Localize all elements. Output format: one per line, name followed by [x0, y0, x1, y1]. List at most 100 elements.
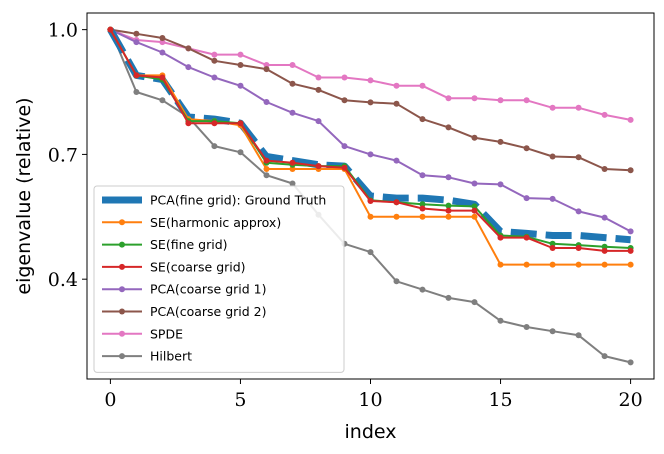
data-point	[185, 45, 192, 52]
data-point	[237, 62, 244, 68]
data-point	[341, 74, 348, 81]
data-point	[289, 166, 296, 172]
series-6	[107, 26, 634, 123]
data-point	[601, 214, 608, 221]
data-point	[575, 154, 582, 161]
series-line	[107, 27, 631, 244]
data-point	[211, 74, 218, 81]
data-point	[159, 35, 166, 41]
legend-marker	[119, 308, 125, 315]
legend-entry: PCA(coarse grid 1)	[102, 282, 266, 297]
data-point	[445, 213, 452, 220]
data-point	[185, 64, 192, 71]
data-point	[627, 359, 634, 366]
data-point	[133, 30, 140, 37]
data-point	[289, 109, 296, 116]
data-point	[133, 39, 140, 46]
data-point	[523, 261, 530, 268]
data-point	[601, 247, 608, 254]
data-point	[497, 261, 504, 268]
data-point	[601, 353, 608, 360]
data-point	[575, 208, 582, 215]
data-point	[523, 195, 530, 202]
data-point	[367, 198, 374, 204]
data-point	[419, 205, 426, 212]
legend-marker	[119, 263, 125, 270]
data-point	[419, 201, 426, 208]
y-tick-label: 0.4	[48, 269, 78, 291]
legend-label: PCA(coarse grid 2)	[150, 304, 266, 319]
data-point	[523, 234, 530, 241]
data-point	[471, 213, 478, 220]
data-point	[315, 86, 322, 93]
data-point	[419, 172, 426, 179]
data-point	[393, 82, 400, 89]
y-tick-label: 0.7	[48, 144, 78, 166]
data-point	[575, 245, 582, 251]
data-point	[289, 80, 296, 87]
data-point	[211, 57, 218, 64]
data-point	[627, 167, 634, 174]
data-point	[211, 120, 218, 127]
data-point	[497, 317, 504, 324]
data-point	[549, 104, 556, 111]
legend-entry: SE(coarse grid)	[102, 259, 246, 274]
data-point	[627, 247, 634, 254]
data-point	[523, 97, 530, 104]
legend-entry: Hilbert	[102, 349, 192, 364]
legend-label: SPDE	[150, 326, 183, 341]
data-point	[159, 74, 166, 81]
data-point	[445, 202, 452, 209]
data-point	[367, 213, 374, 220]
legend-label: SE(harmonic approx)	[150, 215, 281, 230]
data-point	[237, 51, 244, 58]
legend-label: SE(fine grid)	[150, 237, 228, 252]
data-point	[393, 278, 400, 285]
data-point	[159, 49, 166, 56]
data-point	[523, 324, 530, 330]
legend-box	[93, 185, 345, 373]
data-point	[159, 39, 166, 46]
x-tick-label: 0	[104, 389, 116, 411]
x-tick-label: 15	[488, 389, 512, 411]
data-point	[445, 124, 452, 131]
data-point	[133, 89, 140, 95]
legend-marker	[119, 286, 125, 293]
data-point	[471, 134, 478, 141]
data-point	[419, 286, 426, 293]
data-point	[133, 72, 140, 79]
legend-label: PCA(coarse grid 1)	[150, 282, 266, 297]
x-tick-label: 5	[234, 389, 246, 411]
data-point	[263, 99, 270, 105]
data-point	[393, 100, 400, 107]
data-point	[419, 82, 426, 89]
data-point	[445, 207, 452, 214]
data-point	[393, 213, 400, 220]
data-point	[263, 166, 270, 172]
legend-marker	[119, 241, 125, 248]
legend-entry: PCA(fine grid): Ground Truth	[102, 193, 326, 208]
data-point	[367, 249, 374, 256]
series-3	[107, 26, 634, 254]
legend-entry: SE(fine grid)	[102, 237, 228, 252]
data-point	[575, 104, 582, 111]
data-point	[601, 111, 608, 118]
data-point	[237, 149, 244, 156]
data-point	[159, 97, 166, 104]
data-point	[263, 157, 270, 164]
data-point	[445, 174, 452, 181]
data-point	[263, 172, 270, 179]
data-point	[471, 203, 478, 210]
data-point	[289, 180, 296, 187]
tick-layer: 0 5 10 15 20 1.0 0.7 0.4	[48, 20, 643, 411]
data-point	[237, 120, 244, 127]
data-point	[367, 151, 374, 158]
x-axis-label: index	[345, 421, 397, 443]
data-point	[575, 332, 582, 339]
data-point	[289, 62, 296, 68]
data-point	[523, 145, 530, 152]
data-point	[367, 99, 374, 106]
data-point	[601, 261, 608, 268]
data-point	[315, 74, 322, 81]
data-point	[549, 261, 556, 268]
